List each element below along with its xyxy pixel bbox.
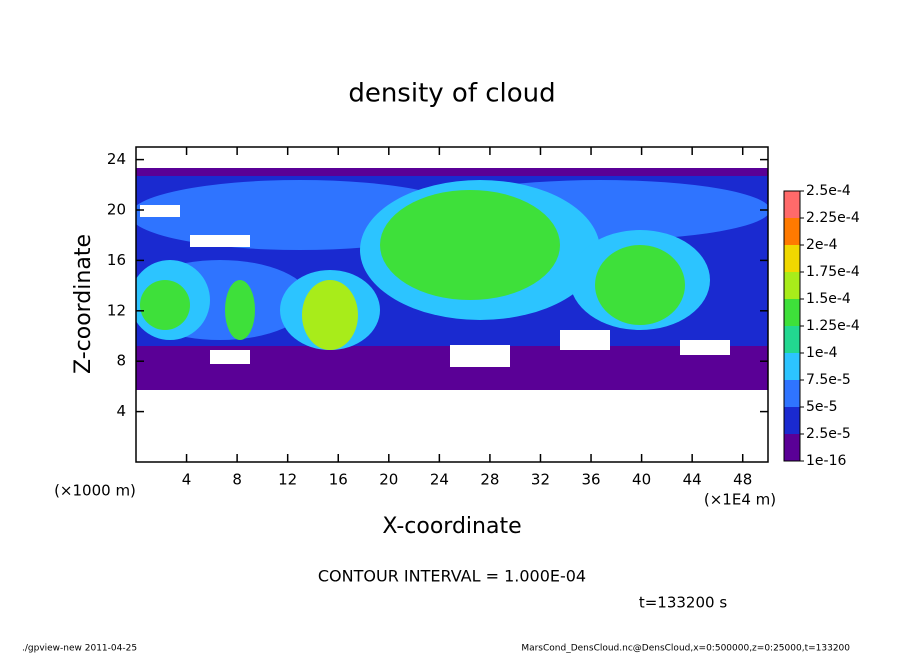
footer-right: MarsCond_DensCloud.nc@DensCloud,x=0:5000… [521,644,850,654]
x-unit: (×1E4 m) [704,491,776,509]
colorbar-segment [784,353,800,380]
colorbar-label: 2.5e-4 [806,183,851,199]
x-tick-label: 44 [683,471,702,489]
colorbar-label: 1e-16 [806,453,846,469]
x-tick-label: 28 [480,471,499,489]
colorbar-label: 1e-4 [806,345,838,361]
colorbar-label: 1.5e-4 [806,291,851,307]
y-tick-label: 16 [107,251,126,269]
colorbar-segment [784,191,800,218]
colorbar-label: 2e-4 [806,237,838,253]
contour-note: CONTOUR INTERVAL = 1.000E-04 [318,567,586,586]
colorbar-segment [784,218,800,245]
colorbar-segment [784,245,800,272]
colorbar-label: 2.25e-4 [806,210,860,226]
cloud-field [136,168,768,390]
y-tick-label: 12 [107,301,126,319]
chart-title: density of cloud [348,79,555,109]
colorbar-label: 1.75e-4 [806,264,860,280]
x-tick-label: 36 [581,471,600,489]
y-tick-label: 8 [116,352,126,370]
colorbar-label: 1.25e-4 [806,318,860,334]
colorbar-segment [784,326,800,353]
colorbar-segment [784,272,800,299]
x-axis-label: X-coordinate [382,514,521,539]
x-tick-label: 24 [430,471,449,489]
x-tick-label: 16 [329,471,348,489]
colorbar-segment [784,434,800,461]
colorbar-label: 7.5e-5 [806,372,851,388]
y-tick-label: 24 [107,150,126,168]
x-tick-label: 32 [531,471,550,489]
colorbar-segment [784,299,800,326]
x-tick-label: 4 [182,471,192,489]
colorbar-segment [784,407,800,434]
colorbar-label: 2.5e-5 [806,426,851,442]
x-tick-label: 8 [232,471,242,489]
x-tick-label: 12 [278,471,297,489]
y-tick-label: 4 [116,402,126,420]
x-tick-label: 20 [379,471,398,489]
y-axis-label: Z-coordinate [71,234,96,374]
plot-frame [135,146,769,463]
colorbar-label: 5e-5 [806,399,837,415]
y-unit: (×1000 m) [54,482,136,500]
y-tick-label: 20 [107,201,126,219]
x-tick-label: 48 [733,471,752,489]
x-tick-label: 40 [632,471,651,489]
time-note: t=133200 s [639,594,727,612]
colorbar-segment [784,380,800,407]
footer-left: ./gpview-new 2011-04-25 [22,644,137,654]
